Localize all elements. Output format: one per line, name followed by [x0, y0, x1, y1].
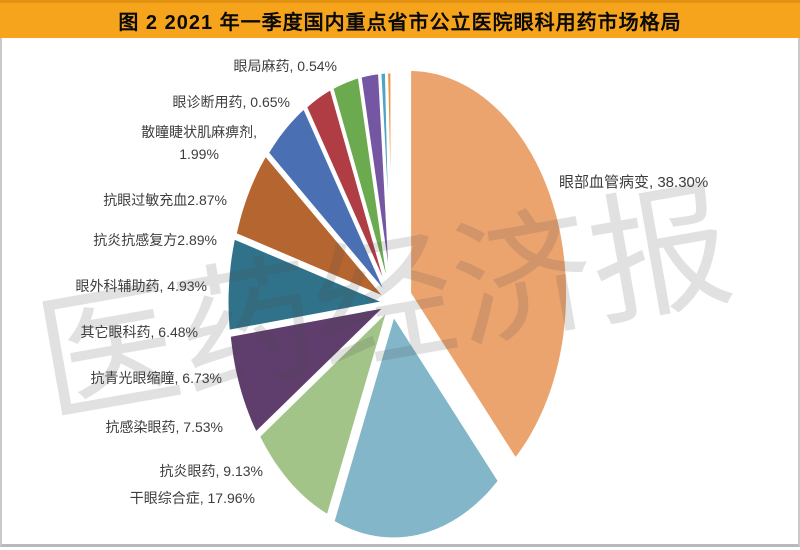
pie-label-ocular-vascular-disease: 眼部血管病变, 38.30%: [559, 174, 709, 191]
pie-label-ocular-surgery-adjuvant: 眼外科辅助药, 4.93%: [75, 278, 207, 294]
pie-label-other-ophthalmic-drug: 其它眼科药, 6.48%: [80, 324, 198, 340]
pie-label-anti-inflammatory-anti-infective-combo: 抗炎抗感复方2.89%: [93, 232, 217, 248]
pie-slice-dry-eye-syndrome: [331, 313, 501, 541]
pie-label-mydriatic-cycloplegic: 散瞳睫状肌麻痹剂, 1.99%: [141, 124, 257, 162]
pie-label-ocular-diagnostic-drug: 眼诊断用药, 0.65%: [172, 94, 290, 110]
pie-slice-anti-inflammatory-eye-drug: [257, 307, 390, 518]
pie-label-anti-glaucoma-miotic: 抗青光眼缩瞳, 6.73%: [90, 370, 222, 386]
pie-label-ocular-local-anesthetic: 眼局麻药, 0.54%: [233, 58, 337, 74]
pie-label-dry-eye-syndrome: 干眼综合症, 17.96%: [129, 490, 255, 506]
pie-slice-ocular-surgery-adjuvant: [265, 106, 390, 299]
pie-label-anti-allergy-decongestant: 抗眼过敏充血2.87%: [103, 192, 227, 208]
title-bar: 图 2 2021 年一季度国内重点省市公立医院眼科用药市场格局: [0, 0, 800, 38]
pie-slice-anti-allergy-decongestant: [330, 75, 393, 298]
pie-slice-anti-infective-eye-drug: [227, 304, 388, 435]
pie-slice-anti-inflammatory-anti-infective-combo: [304, 86, 392, 298]
pie-slice-anti-glaucoma-miotic: [225, 236, 387, 333]
figure-title: 图 2 2021 年一季度国内重点省市公立医院眼科用药市场格局: [118, 12, 682, 34]
pie-label-anti-inflammatory-eye-drug: 抗炎眼药, 9.13%: [159, 463, 263, 479]
pie-slice-ocular-vascular-disease: [408, 67, 570, 462]
pie-slice-other-ophthalmic-drug: [233, 153, 388, 301]
pie-label-anti-infective-eye-drug: 抗感染眼药, 7.53%: [105, 419, 223, 435]
pie-slice-ocular-local-anesthetic: [385, 70, 394, 298]
